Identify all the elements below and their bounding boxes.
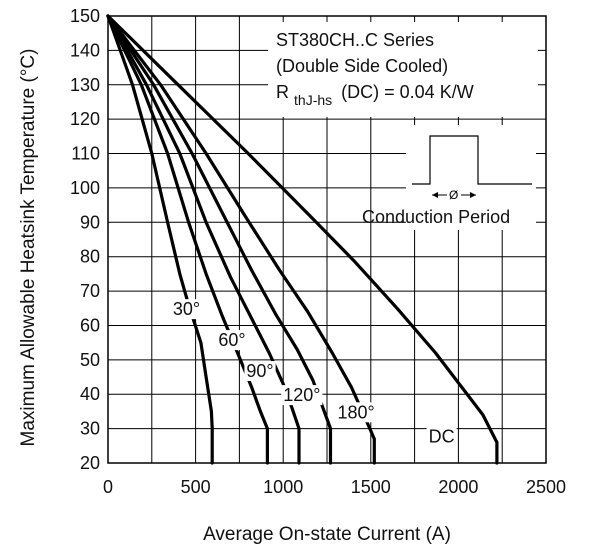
series-line [106,14,301,465]
y-tick-label: 80 [80,247,100,267]
y-tick-label: 40 [80,384,100,404]
rth-rest: (DC) = 0.04 K/W [341,82,474,102]
series-title-line2: (Double Side Cooled) [276,56,448,76]
rth-subscript: thJ-hs [294,92,332,108]
rth-main: R [276,82,289,102]
series-label: 30° [173,299,200,319]
y-tick-label: 150 [70,6,100,26]
y-axis-title: Maximum Allowable Heatsink Temperature (… [18,49,39,447]
series-line [106,14,499,465]
series-label: 180° [338,402,375,422]
y-tick-label: 70 [80,281,100,301]
x-axis-title: Average On-state Current (A) [203,524,451,545]
series-label: DC [429,426,455,446]
y-tick-label: 100 [70,178,100,198]
y-tick-label: 30 [80,419,100,439]
phi-label: Ø [449,188,458,202]
x-tick-label: 2000 [438,477,478,497]
arrow-right-icon [470,192,476,198]
x-tick-label: 0 [103,477,113,497]
y-tick-label: 140 [70,40,100,60]
series-labels: 30° 60°90° 120° 180° DC [170,299,457,447]
series-label: 120° [283,385,320,405]
rth-label: R thJ-hs (DC) = 0.04 K/W [276,82,474,109]
series-title-block: ST380CH..C Series (Double Side Cooled) R… [268,22,538,117]
x-tick-label: 500 [181,477,211,497]
y-tick-label: 60 [80,315,100,335]
y-tick-label: 50 [80,350,100,370]
y-tick-label: 20 [80,453,100,473]
x-tick-label: 2500 [526,477,566,497]
series-title-line1: ST380CH..C Series [276,30,434,50]
conduction-period-label: Conduction Period [362,207,510,227]
conduction-period-inset: Ø Conduction Period [362,125,536,230]
y-tick-label: 90 [80,212,100,232]
y-tick-label: 110 [71,144,100,164]
arrow-left-icon [432,192,438,198]
y-tick-label: 120 [70,109,100,129]
y-tick-label: 130 [70,75,100,95]
plot-frame [107,15,547,464]
x-tick-label: 1500 [351,477,391,497]
series-line [106,14,376,465]
series-label: 60° [218,330,245,350]
x-tick-label: 1000 [263,477,303,497]
series-line [106,14,269,465]
series-label: 90° [246,361,273,381]
series-line [106,14,333,465]
pulse-waveform [412,135,532,185]
